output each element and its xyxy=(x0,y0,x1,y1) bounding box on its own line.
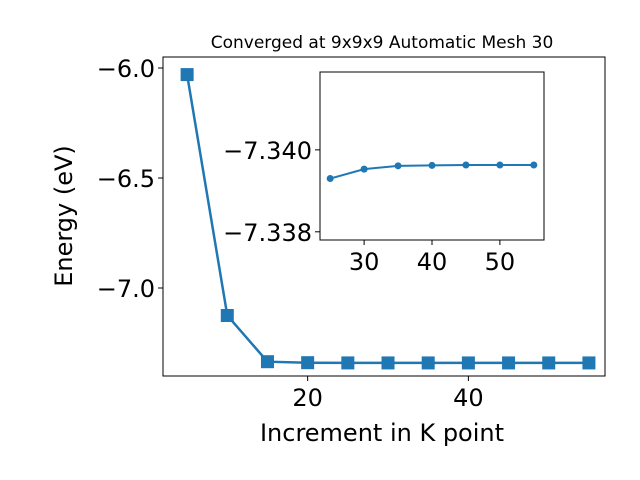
inset-background xyxy=(320,72,544,240)
main-chart-marks xyxy=(180,68,596,370)
main-data-point xyxy=(220,309,234,322)
inset-x-tick-label: 50 xyxy=(485,248,516,276)
inset-chart: 30 40 50 −7.340 −7.338 xyxy=(223,71,545,276)
main-y-tick-label: −6.0 xyxy=(97,55,155,83)
main-y-ticks: −6.0 −6.5 −7.0 xyxy=(97,55,163,303)
inset-y-tick-label: −7.338 xyxy=(223,219,312,247)
main-y-tick-label: −7.0 xyxy=(97,275,155,303)
inset-x-tick-label: 30 xyxy=(349,248,380,276)
inset-data-point xyxy=(496,161,504,169)
main-data-point xyxy=(461,356,475,370)
main-chart-title: Converged at 9x9x9 Automatic Mesh 30 xyxy=(211,33,554,53)
main-y-tick-label: −6.5 xyxy=(97,165,155,193)
main-data-point xyxy=(381,356,395,370)
main-x-ticks: 20 40 xyxy=(292,376,484,412)
inset-x-ticks: 30 40 50 xyxy=(349,240,515,276)
main-data-point xyxy=(502,356,516,370)
main-data-point xyxy=(341,356,355,370)
main-x-tick-label: 20 xyxy=(292,384,323,412)
main-data-point xyxy=(260,355,274,369)
main-data-point xyxy=(582,356,596,370)
main-data-point xyxy=(301,356,315,370)
inset-data-point xyxy=(326,175,334,183)
inset-data-point xyxy=(394,162,402,170)
main-data-point xyxy=(180,68,194,82)
main-plot-frame xyxy=(162,56,606,377)
inset-x-tick-label: 40 xyxy=(417,248,448,276)
inset-y-tick-label: −7.340 xyxy=(223,137,312,165)
inset-data-point xyxy=(360,165,368,173)
inset-data-point xyxy=(462,161,470,169)
main-y-axis-label: Energy (eV) xyxy=(50,145,78,287)
inset-chart-marks xyxy=(326,161,538,183)
main-x-tick-label: 40 xyxy=(453,384,484,412)
main-data-point xyxy=(421,356,435,370)
inset-y-ticks: −7.340 −7.338 xyxy=(223,137,320,247)
inset-data-point xyxy=(530,161,538,169)
main-x-axis-label: Increment in K point xyxy=(260,419,504,447)
inset-data-point xyxy=(428,161,436,169)
main-chart: Converged at 9x9x9 Automatic Mesh 30 20 4… xyxy=(50,33,606,447)
main-data-point xyxy=(542,356,556,370)
